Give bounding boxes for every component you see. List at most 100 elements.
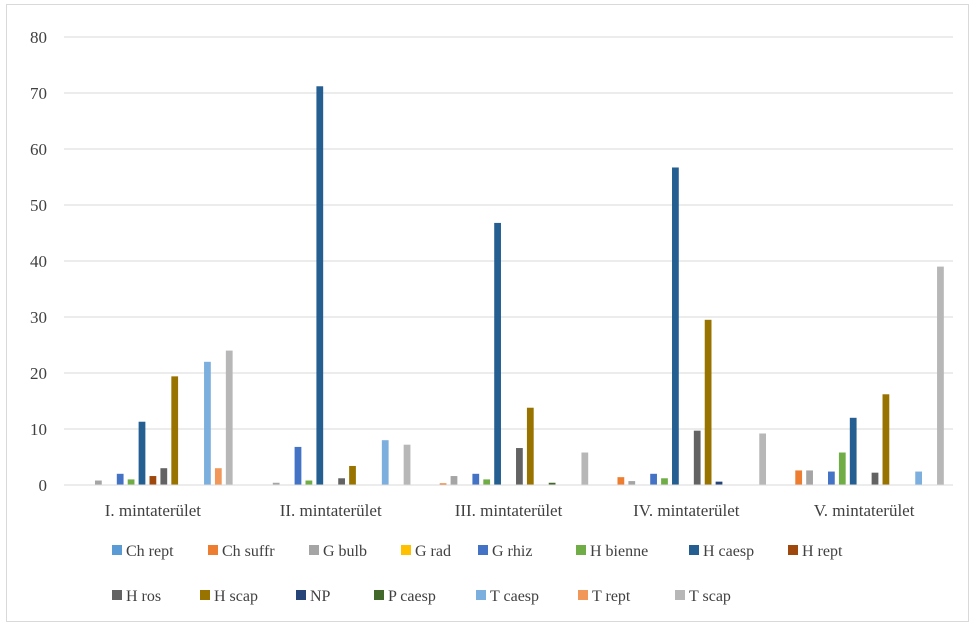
bar xyxy=(628,481,636,485)
bar xyxy=(828,471,835,485)
legend-item: G rhiz xyxy=(478,543,532,560)
bar xyxy=(294,446,302,485)
legend-swatch xyxy=(374,590,384,600)
y-tick-label: 0 xyxy=(39,476,48,495)
legend-swatch xyxy=(578,590,588,600)
legend-item: T scap xyxy=(675,588,731,605)
bar xyxy=(526,407,534,485)
bar xyxy=(759,433,767,485)
legend-item: H scap xyxy=(200,588,258,605)
legend-label: G bulb xyxy=(323,543,367,560)
bar xyxy=(472,473,480,485)
legend-item: NP xyxy=(296,588,331,605)
bar xyxy=(272,482,280,485)
legend-label: NP xyxy=(310,588,331,605)
bar xyxy=(483,479,491,485)
legend-label: P caesp xyxy=(388,588,436,605)
bar xyxy=(116,473,124,485)
x-category-label: I. mintaterület xyxy=(105,501,202,520)
legend-swatch xyxy=(476,590,486,600)
legend-item: G rad xyxy=(401,543,451,560)
bar xyxy=(160,468,168,485)
bar xyxy=(704,319,712,485)
bar xyxy=(225,350,233,485)
bar xyxy=(450,476,458,485)
legend-swatch xyxy=(401,545,411,555)
bar xyxy=(494,222,501,486)
bar xyxy=(715,481,723,485)
legend-swatch xyxy=(788,545,798,555)
bar xyxy=(937,266,944,485)
bar xyxy=(94,480,102,485)
gridlines xyxy=(64,36,953,486)
legend-item: G bulb xyxy=(309,543,367,560)
bar xyxy=(849,417,857,485)
legend-item: H bienne xyxy=(576,543,648,560)
legend-label: H rept xyxy=(802,543,843,560)
legend-label: T scap xyxy=(689,588,731,605)
x-category-label: II. mintaterület xyxy=(280,501,382,520)
bar xyxy=(617,477,625,485)
bar xyxy=(138,421,146,485)
bar xyxy=(548,482,556,485)
legend-label: Ch suffr xyxy=(222,543,275,560)
legend-swatch xyxy=(675,590,685,600)
legend-swatch xyxy=(112,545,122,555)
legend-swatch xyxy=(309,545,319,555)
legend-swatch xyxy=(576,545,586,555)
y-tick-label: 50 xyxy=(30,196,47,215)
bar xyxy=(214,468,222,485)
y-tick-label: 30 xyxy=(30,308,47,327)
y-tick-label: 10 xyxy=(30,420,47,439)
chart-area: 0 10 20 30 40 50 60 70 80 I. mintaterület II. min… xyxy=(6,4,969,622)
bar xyxy=(171,376,179,485)
legend-label: H scap xyxy=(214,588,258,605)
bar xyxy=(915,471,923,485)
bar xyxy=(795,470,803,485)
bar xyxy=(838,452,846,485)
legend-swatch xyxy=(208,545,218,555)
legend-item: Ch suffr xyxy=(208,543,275,560)
bar xyxy=(403,444,411,485)
legend-item: T caesp xyxy=(476,588,539,605)
bar xyxy=(204,361,211,485)
y-tick-label: 60 xyxy=(30,140,47,159)
y-tick-label: 40 xyxy=(30,252,47,271)
legend-item: H rept xyxy=(788,543,843,560)
x-category-label: IV. mintaterület xyxy=(633,501,740,520)
legend-item: P caesp xyxy=(374,588,436,605)
bar xyxy=(672,167,679,486)
bar xyxy=(338,478,345,485)
bar xyxy=(661,478,668,485)
bar xyxy=(581,452,589,485)
bar xyxy=(349,465,356,485)
legend-swatch xyxy=(478,545,488,555)
legend-label: Ch rept xyxy=(126,543,174,560)
bar xyxy=(381,440,389,485)
legend-swatch xyxy=(296,590,306,600)
bar xyxy=(305,480,313,485)
bar xyxy=(149,476,157,485)
bar xyxy=(127,479,135,485)
legend-label: T caesp xyxy=(490,588,539,605)
legend-label: H bienne xyxy=(590,543,648,560)
x-category-label: III. mintaterület xyxy=(455,501,563,520)
legend-label: G rad xyxy=(415,543,451,560)
legend-swatch xyxy=(689,545,699,555)
bar xyxy=(693,430,701,485)
bar-chart: 0 10 20 30 40 50 60 70 80 I. mintaterület II. min… xyxy=(30,28,953,605)
bar xyxy=(439,483,447,485)
legend-swatch xyxy=(200,590,210,600)
legend-item: T rept xyxy=(578,588,631,605)
legend-label: H ros xyxy=(126,588,161,605)
bar xyxy=(806,470,813,485)
x-axis: I. mintaterület II. mintaterület III. mint… xyxy=(64,484,953,520)
legend-item: Ch rept xyxy=(112,543,174,560)
bar xyxy=(650,473,657,485)
bar xyxy=(882,394,890,485)
legend-swatch xyxy=(112,590,122,600)
legend-label: H caesp xyxy=(703,543,754,560)
legend-label: G rhiz xyxy=(492,543,532,560)
bar xyxy=(871,472,879,485)
legend-label: T rept xyxy=(592,588,631,605)
